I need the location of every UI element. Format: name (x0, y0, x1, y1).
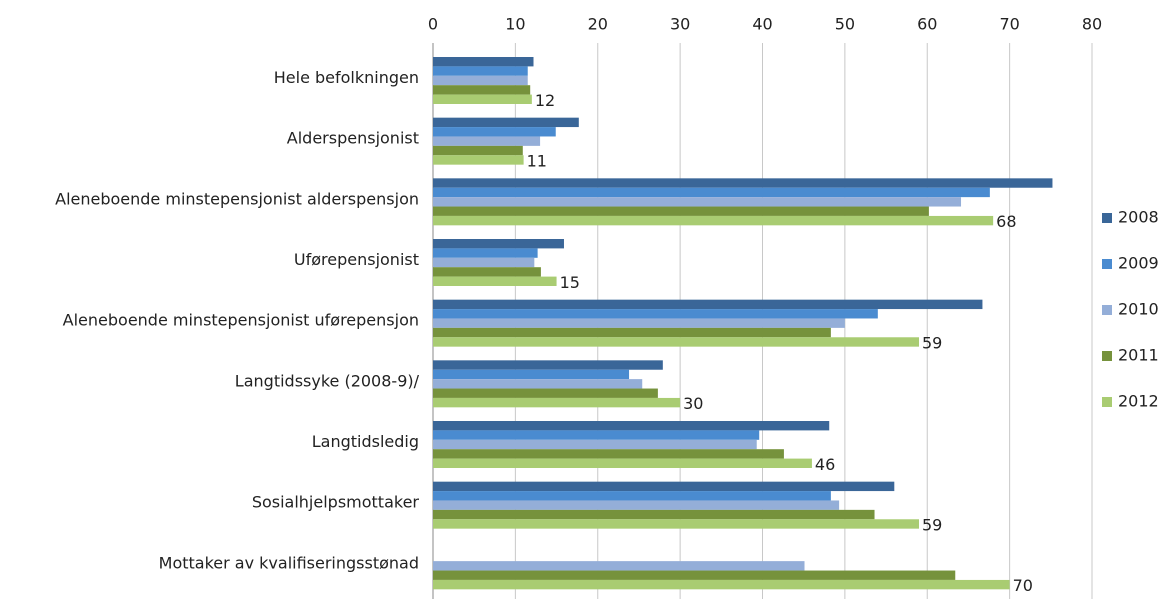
bar (433, 197, 962, 207)
bar (433, 248, 538, 258)
data-label: 12 (535, 91, 555, 110)
bar (433, 421, 830, 431)
bar (433, 66, 528, 76)
bar (433, 561, 805, 571)
y-tick-label: Sosialhjelpsmottaker (252, 493, 420, 512)
x-tick-label: 50 (835, 15, 855, 34)
bar (433, 136, 541, 146)
y-tick-label: Langtidsledig (312, 432, 419, 451)
x-tick-label: 30 (670, 15, 690, 34)
bar (433, 155, 524, 165)
data-label: 11 (527, 151, 547, 170)
data-label: 70 (1013, 576, 1033, 595)
bar (433, 337, 920, 347)
bar (433, 519, 920, 529)
x-tick-label: 10 (505, 15, 525, 34)
legend-swatch (1102, 351, 1112, 361)
bar (433, 439, 757, 450)
x-tick-label: 40 (752, 15, 772, 34)
x-tick-label: 70 (999, 15, 1019, 34)
data-label: 59 (922, 333, 942, 352)
y-tick-label: Langtidssyke (2008-9)/ (235, 371, 420, 390)
y-tick-label: Aleneboende minstepensjonist uførepensjo… (63, 311, 419, 330)
bar (433, 215, 994, 226)
bar (433, 85, 531, 95)
bar (433, 117, 579, 128)
x-tick-label: 60 (917, 15, 937, 34)
bar (433, 239, 564, 249)
legend-swatch (1102, 305, 1112, 315)
bar (433, 509, 875, 520)
data-label: 46 (815, 455, 835, 474)
data-label: 59 (922, 515, 942, 534)
bar (433, 267, 541, 277)
bar (433, 318, 845, 328)
data-label: 30 (683, 394, 703, 413)
bar (433, 397, 681, 408)
bar (433, 579, 1010, 590)
legend-label: 2010 (1118, 300, 1159, 319)
bar (433, 379, 643, 389)
bar (433, 500, 840, 510)
bar (433, 187, 990, 198)
bar (433, 388, 658, 398)
bar (433, 309, 878, 319)
bar (433, 449, 784, 459)
legend-label: 2012 (1118, 392, 1159, 411)
legend-swatch (1102, 397, 1112, 407)
bar (433, 178, 1053, 188)
y-tick-label: Uførepensjonist (294, 250, 419, 269)
x-tick-label: 20 (588, 15, 608, 34)
bar (433, 458, 812, 468)
bar (433, 491, 831, 501)
bar (433, 481, 895, 492)
y-tick-label: Aleneboende minstepensjonist alderspensj… (55, 189, 419, 208)
bar (433, 430, 760, 440)
bar (433, 75, 528, 86)
bar (433, 369, 630, 380)
bar (433, 257, 535, 268)
legend-swatch (1102, 259, 1112, 269)
bar (433, 206, 929, 216)
bar (433, 127, 556, 137)
bar (433, 276, 557, 286)
bar (433, 327, 831, 338)
legend-label: 2011 (1118, 346, 1159, 365)
bar (433, 360, 663, 370)
legend-swatch (1102, 213, 1112, 223)
legend-label: 2009 (1118, 254, 1159, 273)
bar (433, 145, 523, 156)
legend-label: 2008 (1118, 208, 1159, 227)
y-tick-label: Alderspensjonist (287, 129, 419, 148)
data-label: 15 (560, 273, 580, 292)
y-tick-label: Hele befolkningen (274, 68, 419, 87)
y-tick-label: Mottaker av kvalifiseringsstønad (159, 553, 419, 572)
x-tick-label: 80 (1082, 15, 1102, 34)
bar (433, 57, 534, 67)
x-tick-label: 0 (428, 15, 438, 34)
bar (433, 570, 956, 580)
data-label: 68 (996, 212, 1016, 231)
bar (433, 299, 983, 310)
bar (433, 94, 532, 104)
